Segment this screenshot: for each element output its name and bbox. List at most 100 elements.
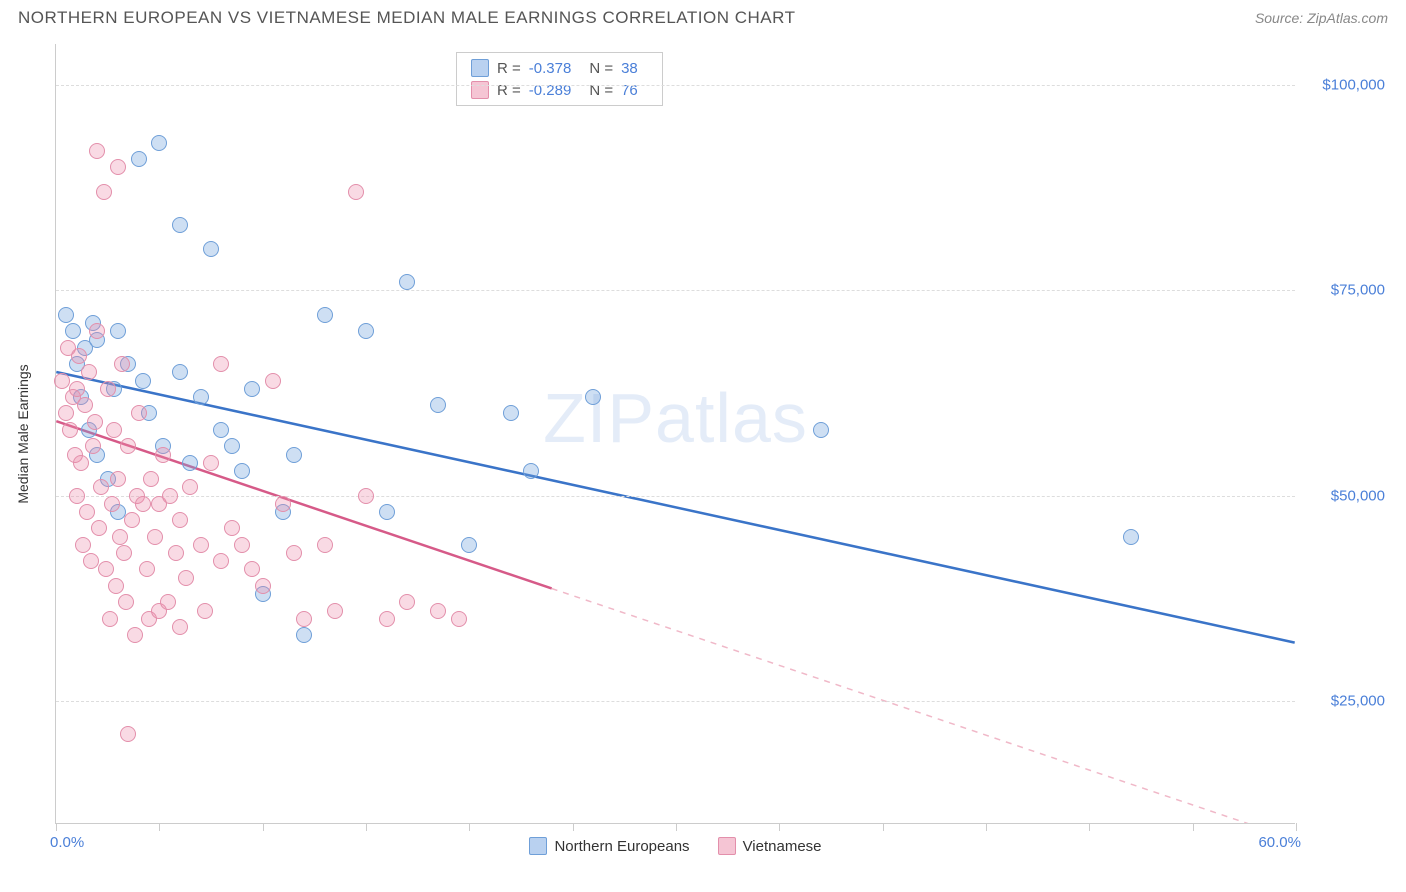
gridline bbox=[56, 85, 1295, 86]
scatter-point bbox=[379, 611, 395, 627]
swatch-icon bbox=[529, 837, 547, 855]
y-tick-label: $75,000 bbox=[1305, 282, 1385, 299]
source-label: Source: ZipAtlas.com bbox=[1255, 10, 1388, 26]
legend-item-0: Northern Europeans bbox=[529, 837, 689, 855]
scatter-point bbox=[213, 356, 229, 372]
scatter-point bbox=[77, 397, 93, 413]
scatter-point bbox=[89, 323, 105, 339]
scatter-point bbox=[168, 545, 184, 561]
scatter-point bbox=[430, 603, 446, 619]
scatter-point bbox=[102, 611, 118, 627]
chart-wrap: Median Male Earnings ZIPatlas R = -0.378… bbox=[0, 34, 1406, 884]
scatter-point bbox=[348, 184, 364, 200]
scatter-point bbox=[143, 471, 159, 487]
swatch-icon bbox=[471, 59, 489, 77]
scatter-point bbox=[106, 422, 122, 438]
scatter-point bbox=[178, 570, 194, 586]
x-tick bbox=[1089, 823, 1090, 831]
scatter-point bbox=[265, 373, 281, 389]
scatter-point bbox=[58, 405, 74, 421]
scatter-point bbox=[813, 422, 829, 438]
x-tick bbox=[676, 823, 677, 831]
scatter-point bbox=[127, 627, 143, 643]
scatter-point bbox=[79, 504, 95, 520]
stat-n-value: 76 bbox=[621, 82, 638, 99]
gridline bbox=[56, 496, 1295, 497]
scatter-point bbox=[147, 529, 163, 545]
scatter-point bbox=[244, 381, 260, 397]
x-tick bbox=[56, 823, 57, 831]
scatter-point bbox=[193, 389, 209, 405]
scatter-point bbox=[286, 447, 302, 463]
legend-item-1: Vietnamese bbox=[718, 837, 822, 855]
scatter-point bbox=[104, 496, 120, 512]
scatter-point bbox=[182, 455, 198, 471]
scatter-point bbox=[98, 561, 114, 577]
trend-line-dashed bbox=[552, 588, 1295, 823]
y-tick-label: $50,000 bbox=[1305, 487, 1385, 504]
scatter-point bbox=[523, 463, 539, 479]
trend-line-solid bbox=[56, 372, 1294, 643]
scatter-point bbox=[151, 135, 167, 151]
plot-area: ZIPatlas R = -0.378 N = 38 R = -0.289 N … bbox=[55, 44, 1295, 824]
scatter-point bbox=[131, 151, 147, 167]
y-tick-label: $100,000 bbox=[1305, 77, 1385, 94]
scatter-point bbox=[71, 348, 87, 364]
scatter-point bbox=[135, 496, 151, 512]
scatter-point bbox=[81, 364, 97, 380]
scatter-point bbox=[234, 537, 250, 553]
scatter-point bbox=[317, 537, 333, 553]
scatter-point bbox=[69, 381, 85, 397]
x-tick bbox=[159, 823, 160, 831]
scatter-point bbox=[255, 578, 271, 594]
scatter-point bbox=[503, 405, 519, 421]
scatter-point bbox=[118, 594, 134, 610]
scatter-point bbox=[85, 438, 101, 454]
scatter-point bbox=[172, 512, 188, 528]
scatter-point bbox=[203, 455, 219, 471]
scatter-point bbox=[244, 561, 260, 577]
scatter-point bbox=[379, 504, 395, 520]
scatter-point bbox=[172, 217, 188, 233]
scatter-point bbox=[585, 389, 601, 405]
scatter-point bbox=[451, 611, 467, 627]
scatter-point bbox=[108, 578, 124, 594]
scatter-point bbox=[213, 422, 229, 438]
x-axis-max-label: 60.0% bbox=[1258, 834, 1301, 851]
chart-container: NORTHERN EUROPEAN VS VIETNAMESE MEDIAN M… bbox=[0, 0, 1406, 892]
scatter-point bbox=[317, 307, 333, 323]
legend-label: Northern Europeans bbox=[554, 838, 689, 855]
scatter-point bbox=[75, 537, 91, 553]
scatter-point bbox=[358, 488, 374, 504]
watermark: ZIPatlas bbox=[543, 378, 808, 458]
scatter-point bbox=[296, 627, 312, 643]
scatter-point bbox=[69, 488, 85, 504]
x-tick bbox=[1193, 823, 1194, 831]
swatch-icon bbox=[718, 837, 736, 855]
scatter-point bbox=[93, 479, 109, 495]
scatter-point bbox=[83, 553, 99, 569]
scatter-point bbox=[234, 463, 250, 479]
swatch-icon bbox=[471, 81, 489, 99]
stat-r-label: R = bbox=[497, 82, 521, 99]
scatter-point bbox=[327, 603, 343, 619]
x-tick bbox=[883, 823, 884, 831]
y-axis-title: Median Male Earnings bbox=[15, 364, 31, 503]
scatter-point bbox=[162, 488, 178, 504]
scatter-point bbox=[197, 603, 213, 619]
scatter-point bbox=[87, 414, 103, 430]
scatter-point bbox=[193, 537, 209, 553]
x-tick bbox=[1296, 823, 1297, 831]
scatter-point bbox=[182, 479, 198, 495]
scatter-point bbox=[203, 241, 219, 257]
scatter-point bbox=[89, 143, 105, 159]
x-tick bbox=[469, 823, 470, 831]
scatter-point bbox=[172, 364, 188, 380]
bottom-legend: Northern Europeans Vietnamese bbox=[56, 837, 1295, 855]
scatter-point bbox=[65, 323, 81, 339]
scatter-point bbox=[135, 373, 151, 389]
x-tick bbox=[986, 823, 987, 831]
scatter-point bbox=[120, 438, 136, 454]
x-axis-min-label: 0.0% bbox=[50, 834, 84, 851]
scatter-point bbox=[213, 553, 229, 569]
